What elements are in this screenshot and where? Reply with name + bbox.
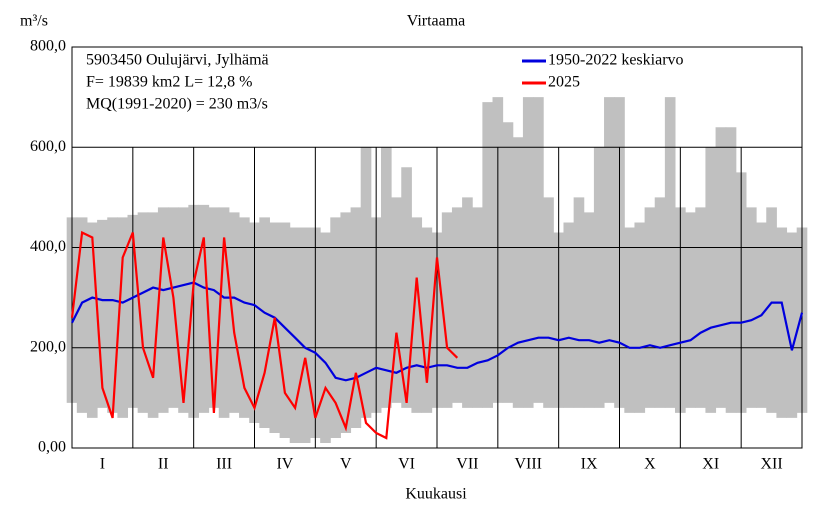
chart-title: Virtaama <box>407 13 466 30</box>
x-tick-label: II <box>158 456 169 473</box>
x-tick-label: V <box>340 456 352 473</box>
y-tick-label: 200,0 <box>30 338 66 355</box>
x-axis-label: Kuukausi <box>405 486 467 503</box>
series-line <box>70 230 459 440</box>
x-tick-label: IX <box>581 456 598 473</box>
x-tick-label: I <box>100 456 105 473</box>
x-tick-label: XI <box>702 456 719 473</box>
y-tick-label: 600,0 <box>30 138 66 155</box>
x-tick-label: VIII <box>514 456 542 473</box>
legend-label: 1950-2022 keskiarvo <box>548 52 684 69</box>
y-tick-label: 0,00 <box>38 439 66 456</box>
info-text: F= 19839 km2 L= 12,8 % <box>86 74 253 91</box>
x-tick-label: X <box>644 456 656 473</box>
legend-label: 2025 <box>548 74 580 91</box>
x-tick-label: VII <box>456 456 478 473</box>
x-tick-label: XII <box>760 456 782 473</box>
y-axis-label: m³/s <box>20 13 48 30</box>
plot-frame <box>71 46 803 449</box>
x-tick-label: III <box>216 456 232 473</box>
y-tick-label: 400,0 <box>30 238 66 255</box>
info-text: 5903450 Oulujärvi, Jylhämä <box>86 52 269 69</box>
x-tick-label: VI <box>398 456 415 473</box>
x-tick-label: IV <box>276 456 293 473</box>
info-text: MQ(1991-2020) = 230 m3/s <box>86 96 268 113</box>
y-tick-label: 800,0 <box>30 38 66 55</box>
